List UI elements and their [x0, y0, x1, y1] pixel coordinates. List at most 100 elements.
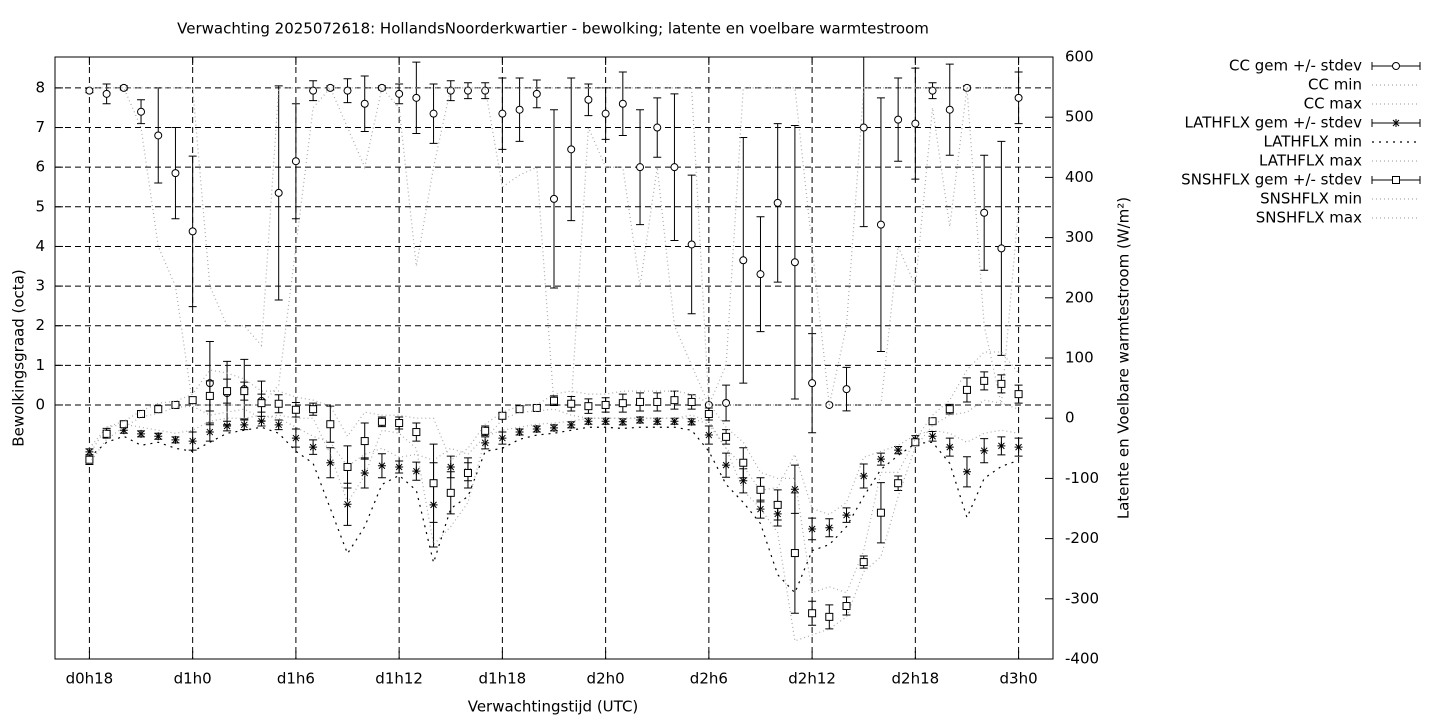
- data-point: [446, 462, 455, 471]
- data-point: [377, 461, 386, 470]
- data-point: [550, 396, 558, 405]
- x-tick-label: d1h6: [277, 670, 315, 688]
- data-point: [636, 416, 645, 425]
- data-point: [618, 399, 627, 408]
- data-point: [446, 86, 455, 95]
- data-point: [257, 399, 266, 408]
- data-point: [395, 89, 404, 98]
- data-point: [532, 89, 541, 98]
- data-point: [704, 431, 713, 440]
- data-point: [945, 443, 954, 452]
- y-tick-label: 2: [35, 316, 45, 334]
- data-point: [773, 198, 782, 207]
- data-point: [550, 194, 558, 203]
- y-tick-label: 5: [35, 197, 45, 215]
- data-point: [653, 123, 662, 132]
- data-point: [395, 419, 404, 428]
- data-point: [223, 387, 232, 396]
- data-point: [601, 109, 610, 118]
- data-point: [515, 428, 524, 437]
- data-point: [1014, 443, 1023, 452]
- data-point: [928, 86, 937, 95]
- y-axis-label: Bewolkingsgraad (octa): [10, 269, 28, 446]
- data-point: [584, 95, 593, 104]
- data-point: [687, 397, 696, 406]
- data-point: [894, 115, 903, 124]
- data-point: [911, 119, 920, 128]
- data-point: [102, 429, 111, 438]
- data-point: [928, 432, 937, 441]
- y2-axis-label: Latente en Voelbare warmtestroom (W/m²): [1115, 197, 1133, 519]
- data-point: [636, 397, 645, 406]
- data-point: [102, 89, 111, 98]
- data-point: [223, 422, 232, 431]
- y2-tick-label: -200: [1065, 529, 1099, 547]
- data-point: [618, 99, 627, 108]
- data-point: [670, 163, 679, 172]
- data-point: [859, 471, 868, 480]
- data-point: [412, 467, 421, 476]
- data-point: [205, 391, 214, 400]
- data-point: [842, 385, 851, 394]
- data-point: [429, 479, 438, 488]
- data-point: [618, 417, 627, 426]
- data-point: [928, 417, 937, 426]
- data-point: [945, 105, 954, 114]
- data-point: [171, 435, 180, 444]
- data-point: [291, 434, 300, 443]
- data-point: [188, 437, 197, 446]
- data-point: [360, 468, 369, 477]
- data-point: [722, 398, 731, 407]
- chart-title: Verwachting 2025072618: HollandsNoorderk…: [177, 20, 929, 38]
- data-point: [395, 462, 404, 471]
- data-point: [154, 432, 163, 441]
- data-point: [85, 447, 94, 456]
- data-point: [343, 86, 352, 95]
- data-point: [1014, 390, 1023, 399]
- y2-tick-label: 200: [1065, 288, 1094, 306]
- legend-label: LATHFLX gem +/- stdev: [1184, 114, 1362, 132]
- x-tick-label: d2h12: [788, 670, 836, 688]
- x-tick-label: d2h18: [892, 670, 940, 688]
- data-point: [429, 109, 438, 118]
- series-line: [89, 87, 1019, 406]
- data-point: [670, 396, 679, 405]
- series-line: [88, 414, 1019, 516]
- legend-label: SNSHFLX max: [1256, 209, 1362, 227]
- y-tick-label: 8: [35, 78, 45, 96]
- series-line: [89, 426, 1019, 594]
- data-point: [808, 609, 817, 618]
- data-point: [154, 131, 163, 140]
- data-point: [119, 420, 128, 429]
- data-point: [412, 428, 421, 437]
- data-point: [274, 420, 283, 429]
- legend-label: CC max: [1304, 95, 1363, 113]
- data-point: [498, 411, 507, 420]
- data-point: [687, 240, 696, 249]
- data-point: [584, 417, 593, 426]
- data-point: [894, 446, 903, 455]
- data-point: [515, 105, 524, 114]
- legend-label: CC min: [1308, 76, 1362, 94]
- data-point: [412, 93, 421, 102]
- data-point: [188, 227, 197, 236]
- data-point: [532, 403, 541, 412]
- data-point: [257, 417, 266, 426]
- data-point: [343, 462, 352, 471]
- data-point: [326, 420, 335, 429]
- data-point: [653, 417, 662, 426]
- data-point: [171, 400, 180, 409]
- data-point: [343, 500, 352, 509]
- data-point: [653, 397, 662, 406]
- y2-tick-label: 0: [1065, 409, 1075, 427]
- data-point: [446, 488, 455, 497]
- x-tick-label: d2h0: [587, 670, 625, 688]
- data-point: [498, 109, 507, 118]
- data-point: [876, 508, 885, 517]
- data-point: [687, 417, 696, 426]
- data-point: [842, 602, 851, 611]
- legend-marker: [1392, 176, 1400, 184]
- y2-tick-label: 300: [1065, 228, 1094, 246]
- y2-tick-label: 600: [1065, 48, 1094, 66]
- data-point: [119, 426, 128, 435]
